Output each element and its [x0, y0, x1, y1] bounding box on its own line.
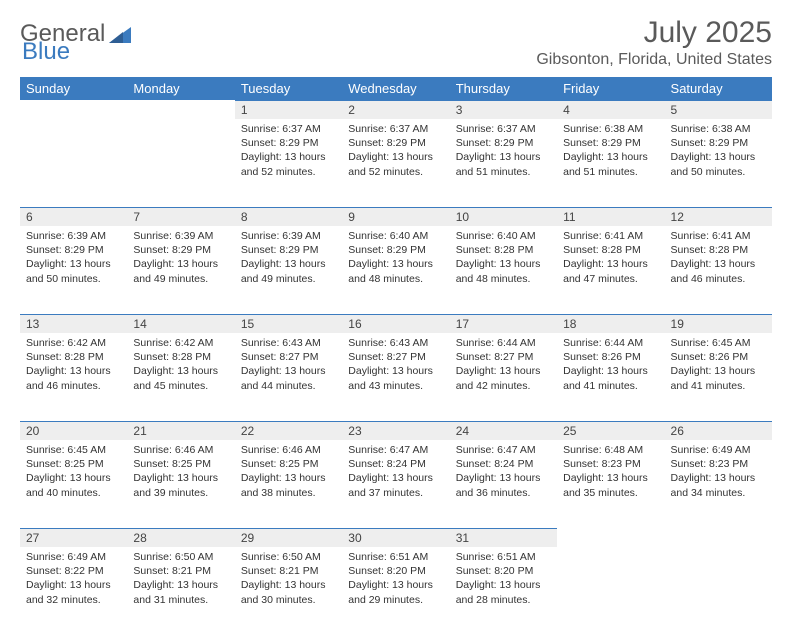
- day-details: Sunrise: 6:44 AMSunset: 8:26 PMDaylight:…: [557, 333, 664, 401]
- day-number: 3: [450, 100, 557, 119]
- day-details: Sunrise: 6:37 AMSunset: 8:29 PMDaylight:…: [450, 119, 557, 187]
- day-number: 4: [557, 100, 664, 119]
- day-details: Sunrise: 6:50 AMSunset: 8:21 PMDaylight:…: [127, 547, 234, 615]
- weekday-header: Tuesday: [235, 77, 342, 100]
- weekday-header: Saturday: [665, 77, 772, 100]
- day-content-row: Sunrise: 6:37 AMSunset: 8:29 PMDaylight:…: [20, 119, 772, 207]
- day-number: 21: [127, 421, 234, 440]
- day-number: 24: [450, 421, 557, 440]
- day-details: Sunrise: 6:41 AMSunset: 8:28 PMDaylight:…: [665, 226, 772, 294]
- empty-cell: [557, 547, 664, 615]
- day-details: Sunrise: 6:40 AMSunset: 8:29 PMDaylight:…: [342, 226, 449, 294]
- day-content-row: Sunrise: 6:39 AMSunset: 8:29 PMDaylight:…: [20, 226, 772, 314]
- day-details: Sunrise: 6:47 AMSunset: 8:24 PMDaylight:…: [450, 440, 557, 508]
- day-details: Sunrise: 6:49 AMSunset: 8:22 PMDaylight:…: [20, 547, 127, 615]
- day-details: Sunrise: 6:42 AMSunset: 8:28 PMDaylight:…: [20, 333, 127, 401]
- day-number: 15: [235, 314, 342, 333]
- day-number: 29: [235, 528, 342, 547]
- day-details: Sunrise: 6:39 AMSunset: 8:29 PMDaylight:…: [20, 226, 127, 294]
- day-number: 6: [20, 207, 127, 226]
- weekday-header: Wednesday: [342, 77, 449, 100]
- day-number: 25: [557, 421, 664, 440]
- day-details: Sunrise: 6:43 AMSunset: 8:27 PMDaylight:…: [235, 333, 342, 401]
- day-number: 18: [557, 314, 664, 333]
- day-number: 9: [342, 207, 449, 226]
- day-number: 17: [450, 314, 557, 333]
- day-details: Sunrise: 6:48 AMSunset: 8:23 PMDaylight:…: [557, 440, 664, 508]
- day-details: Sunrise: 6:51 AMSunset: 8:20 PMDaylight:…: [450, 547, 557, 615]
- day-number: 12: [665, 207, 772, 226]
- day-number-row: 20212223242526: [20, 421, 772, 440]
- brand-part2: Blue: [22, 38, 70, 66]
- day-details: Sunrise: 6:51 AMSunset: 8:20 PMDaylight:…: [342, 547, 449, 615]
- day-number: 2: [342, 100, 449, 119]
- empty-cell: [665, 547, 772, 615]
- weekday-header: Thursday: [450, 77, 557, 100]
- weekday-header: Sunday: [20, 77, 127, 100]
- day-details: Sunrise: 6:45 AMSunset: 8:25 PMDaylight:…: [20, 440, 127, 508]
- day-number: 26: [665, 421, 772, 440]
- day-number-row: 13141516171819: [20, 314, 772, 333]
- day-number: 31: [450, 528, 557, 547]
- day-number: 7: [127, 207, 234, 226]
- brand-triangle-icon: [109, 25, 131, 43]
- day-details: Sunrise: 6:38 AMSunset: 8:29 PMDaylight:…: [665, 119, 772, 187]
- day-number: 11: [557, 207, 664, 226]
- day-number: 8: [235, 207, 342, 226]
- day-number: 13: [20, 314, 127, 333]
- day-content-row: Sunrise: 6:49 AMSunset: 8:22 PMDaylight:…: [20, 547, 772, 635]
- day-number: 10: [450, 207, 557, 226]
- weekday-header-row: Sunday Monday Tuesday Wednesday Thursday…: [20, 77, 772, 100]
- day-number: 20: [20, 421, 127, 440]
- day-details: Sunrise: 6:41 AMSunset: 8:28 PMDaylight:…: [557, 226, 664, 294]
- day-details: Sunrise: 6:45 AMSunset: 8:26 PMDaylight:…: [665, 333, 772, 401]
- day-details: Sunrise: 6:47 AMSunset: 8:24 PMDaylight:…: [342, 440, 449, 508]
- calendar-table: Sunday Monday Tuesday Wednesday Thursday…: [20, 77, 772, 635]
- day-number: 23: [342, 421, 449, 440]
- weekday-header: Friday: [557, 77, 664, 100]
- day-details: Sunrise: 6:37 AMSunset: 8:29 PMDaylight:…: [235, 119, 342, 187]
- day-details: Sunrise: 6:38 AMSunset: 8:29 PMDaylight:…: [557, 119, 664, 187]
- day-details: Sunrise: 6:50 AMSunset: 8:21 PMDaylight:…: [235, 547, 342, 615]
- day-number: 22: [235, 421, 342, 440]
- day-number: 28: [127, 528, 234, 547]
- day-number: 27: [20, 528, 127, 547]
- empty-cell: [20, 119, 127, 187]
- day-number-row: 6789101112: [20, 207, 772, 226]
- day-details: Sunrise: 6:49 AMSunset: 8:23 PMDaylight:…: [665, 440, 772, 508]
- day-number-row: 12345: [20, 100, 772, 119]
- month-title: July 2025: [536, 16, 772, 49]
- day-details: Sunrise: 6:46 AMSunset: 8:25 PMDaylight:…: [235, 440, 342, 508]
- empty-cell: [557, 528, 664, 546]
- day-details: Sunrise: 6:39 AMSunset: 8:29 PMDaylight:…: [235, 226, 342, 294]
- day-number: 14: [127, 314, 234, 333]
- empty-cell: [20, 100, 127, 118]
- day-details: Sunrise: 6:39 AMSunset: 8:29 PMDaylight:…: [127, 226, 234, 294]
- day-number: 19: [665, 314, 772, 333]
- day-details: Sunrise: 6:43 AMSunset: 8:27 PMDaylight:…: [342, 333, 449, 401]
- calendar-body: 12345Sunrise: 6:37 AMSunset: 8:29 PMDayl…: [20, 100, 772, 635]
- day-details: Sunrise: 6:42 AMSunset: 8:28 PMDaylight:…: [127, 333, 234, 401]
- header: General July 2025 Gibsonton, Florida, Un…: [20, 16, 772, 69]
- day-details: Sunrise: 6:44 AMSunset: 8:27 PMDaylight:…: [450, 333, 557, 401]
- empty-cell: [127, 100, 234, 118]
- day-details: Sunrise: 6:46 AMSunset: 8:25 PMDaylight:…: [127, 440, 234, 508]
- calendar-page: General July 2025 Gibsonton, Florida, Un…: [0, 0, 792, 612]
- day-number: 30: [342, 528, 449, 547]
- day-number: 1: [235, 100, 342, 119]
- day-number-row: 2728293031: [20, 528, 772, 547]
- empty-cell: [665, 528, 772, 546]
- location: Gibsonton, Florida, United States: [536, 51, 772, 69]
- day-number: 16: [342, 314, 449, 333]
- day-details: Sunrise: 6:37 AMSunset: 8:29 PMDaylight:…: [342, 119, 449, 187]
- day-number: 5: [665, 100, 772, 119]
- weekday-header: Monday: [127, 77, 234, 100]
- empty-cell: [127, 119, 234, 187]
- day-content-row: Sunrise: 6:42 AMSunset: 8:28 PMDaylight:…: [20, 333, 772, 421]
- day-content-row: Sunrise: 6:45 AMSunset: 8:25 PMDaylight:…: [20, 440, 772, 528]
- title-block: July 2025 Gibsonton, Florida, United Sta…: [536, 16, 772, 69]
- day-details: Sunrise: 6:40 AMSunset: 8:28 PMDaylight:…: [450, 226, 557, 294]
